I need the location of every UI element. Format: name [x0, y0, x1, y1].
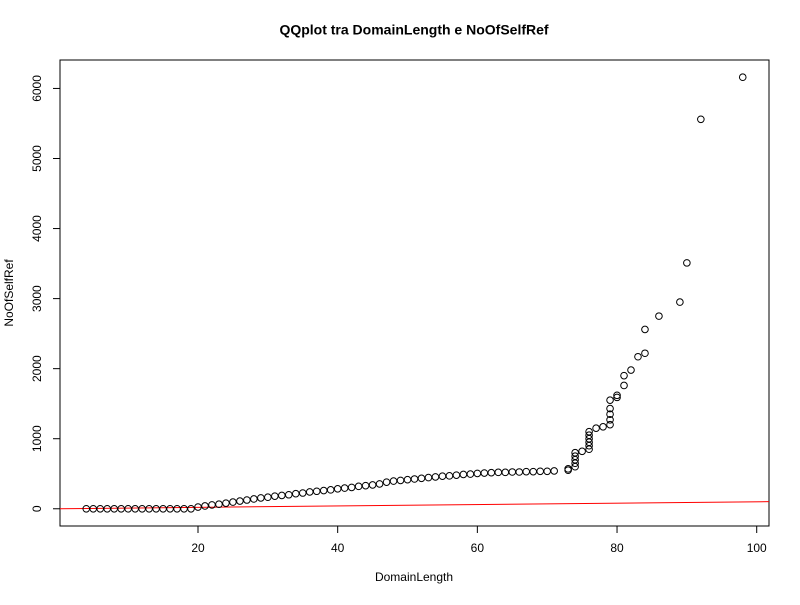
point [326, 486, 335, 494]
point [571, 452, 579, 461]
x-tick-label: 100 [747, 541, 767, 555]
point [606, 415, 614, 424]
y-tick-label: 1000 [30, 425, 44, 452]
x-axis-label: DomainLength [375, 570, 453, 584]
point [592, 424, 600, 433]
point [683, 259, 691, 267]
y-tick-label: 6000 [30, 75, 44, 102]
point [599, 423, 607, 431]
point [236, 497, 244, 505]
point [368, 481, 377, 489]
x-tick-label: 60 [471, 541, 485, 555]
point [620, 381, 628, 390]
x-tick-label: 40 [331, 541, 345, 555]
point [298, 489, 307, 497]
x-tick-label: 80 [610, 541, 624, 555]
point [606, 420, 614, 429]
point [550, 467, 558, 475]
point [634, 352, 642, 361]
point [284, 490, 293, 499]
reference-line [59, 501, 770, 510]
x-tick-label: 20 [191, 541, 205, 555]
point [382, 478, 391, 486]
point [585, 431, 593, 440]
point [215, 500, 223, 509]
point [250, 495, 258, 503]
point [578, 447, 586, 456]
point [585, 427, 593, 436]
point [606, 396, 614, 404]
point [627, 366, 635, 374]
point [229, 498, 237, 506]
point [606, 410, 614, 418]
point [194, 503, 202, 511]
point [641, 349, 649, 358]
plot-frame [59, 59, 770, 527]
point [243, 496, 251, 504]
point [222, 499, 230, 507]
point [697, 115, 705, 124]
y-tick-label: 4000 [30, 215, 44, 242]
point [613, 391, 621, 400]
y-axis-label: NoOfSelfRef [2, 259, 16, 327]
point [641, 325, 649, 334]
point [606, 404, 614, 413]
point [620, 371, 628, 380]
chart-title: QQplot tra DomainLength e NoOfSelfRef [279, 22, 548, 38]
point [264, 493, 272, 502]
point [375, 480, 384, 488]
y-tick-label: 5000 [30, 145, 44, 172]
point [655, 312, 663, 320]
y-tick-label: 0 [30, 505, 44, 512]
point [564, 465, 572, 473]
point [571, 448, 579, 457]
y-tick-label: 2000 [30, 355, 44, 382]
point [187, 504, 195, 513]
point [676, 298, 684, 306]
point [347, 483, 356, 492]
point [738, 73, 747, 82]
point [201, 502, 209, 510]
y-tick-label: 3000 [30, 285, 44, 312]
point [613, 393, 621, 402]
